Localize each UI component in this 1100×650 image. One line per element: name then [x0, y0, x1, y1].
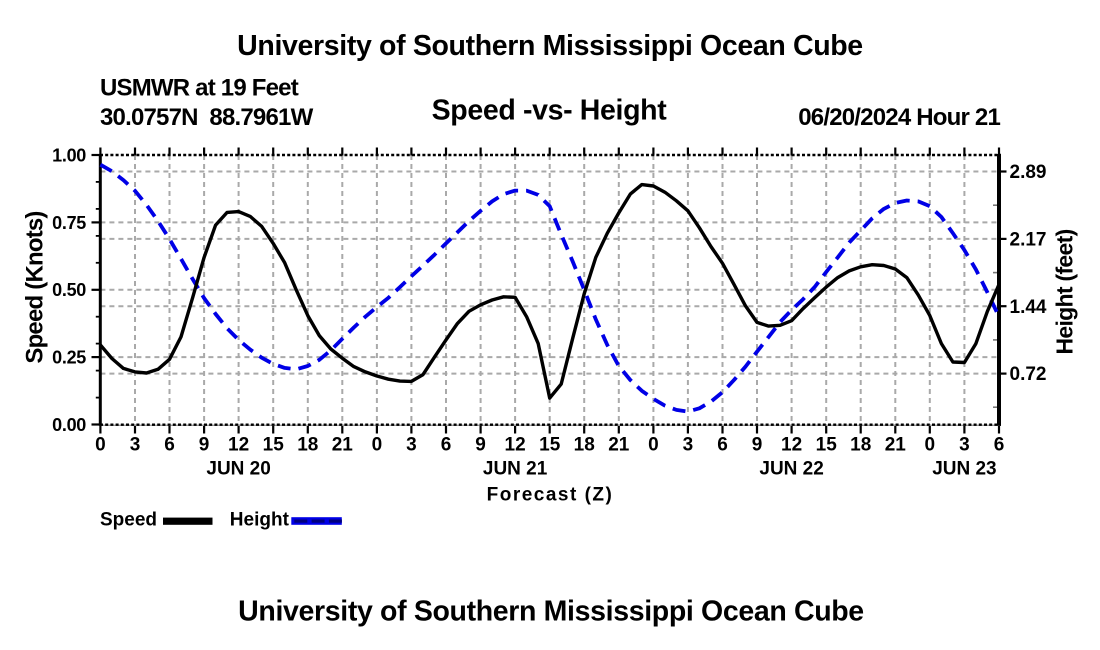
svg-text:18: 18 — [574, 435, 595, 456]
svg-text:0.50: 0.50 — [52, 280, 86, 300]
svg-text:1.00: 1.00 — [52, 145, 86, 165]
svg-text:JUN 22: JUN 22 — [759, 458, 823, 479]
svg-text:Height (feet): Height (feet) — [1052, 229, 1078, 354]
svg-text:15: 15 — [539, 435, 561, 456]
svg-text:Forecast (Z): Forecast (Z) — [487, 485, 614, 506]
svg-text:9: 9 — [752, 435, 763, 456]
svg-text:18: 18 — [850, 435, 871, 456]
svg-text:21: 21 — [608, 435, 630, 456]
svg-text:30.0757N 88.7961W: 30.0757N 88.7961W — [100, 104, 314, 131]
svg-text:JUN 20: JUN 20 — [206, 458, 270, 479]
svg-text:University of Southern Mississ: University of Southern Mississippi Ocean… — [237, 30, 863, 62]
svg-text:USMWR at 19 Feet: USMWR at 19 Feet — [100, 75, 299, 102]
svg-text:2.89: 2.89 — [1010, 162, 1047, 183]
svg-text:3: 3 — [959, 435, 970, 456]
svg-text:0: 0 — [925, 435, 936, 456]
svg-text:9: 9 — [199, 435, 210, 456]
svg-text:6: 6 — [164, 435, 175, 456]
svg-text:1.44: 1.44 — [1010, 297, 1047, 318]
svg-text:0.72: 0.72 — [1010, 364, 1047, 385]
svg-text:6: 6 — [717, 435, 728, 456]
svg-text:Speed (Knots): Speed (Knots) — [21, 211, 48, 363]
svg-text:15: 15 — [263, 435, 285, 456]
svg-text:Speed: Speed — [100, 510, 157, 531]
svg-text:12: 12 — [228, 435, 249, 456]
svg-text:0.00: 0.00 — [52, 415, 86, 435]
svg-text:0.25: 0.25 — [52, 348, 86, 368]
svg-text:18: 18 — [297, 435, 318, 456]
svg-text:6: 6 — [994, 435, 1005, 456]
svg-text:0: 0 — [648, 435, 659, 456]
svg-text:21: 21 — [332, 435, 354, 456]
svg-text:0: 0 — [95, 435, 106, 456]
svg-text:2.17: 2.17 — [1010, 230, 1047, 251]
svg-text:06/20/2024 Hour 21: 06/20/2024 Hour 21 — [798, 104, 1000, 131]
svg-text:3: 3 — [130, 435, 141, 456]
svg-text:Height: Height — [230, 510, 290, 531]
svg-text:0: 0 — [372, 435, 383, 456]
svg-text:3: 3 — [406, 435, 417, 456]
svg-text:9: 9 — [475, 435, 486, 456]
svg-text:21: 21 — [885, 435, 907, 456]
svg-text:3: 3 — [683, 435, 694, 456]
svg-text:0.75: 0.75 — [52, 213, 86, 233]
svg-text:6: 6 — [441, 435, 452, 456]
svg-text:JUN 23: JUN 23 — [932, 458, 996, 479]
svg-text:12: 12 — [781, 435, 802, 456]
svg-text:15: 15 — [816, 435, 838, 456]
svg-text:University of Southern Mississ: University of Southern Mississippi Ocean… — [238, 595, 864, 627]
svg-text:12: 12 — [505, 435, 526, 456]
svg-text:Speed -vs- Height: Speed -vs- Height — [432, 95, 668, 127]
svg-text:JUN 21: JUN 21 — [483, 458, 548, 479]
